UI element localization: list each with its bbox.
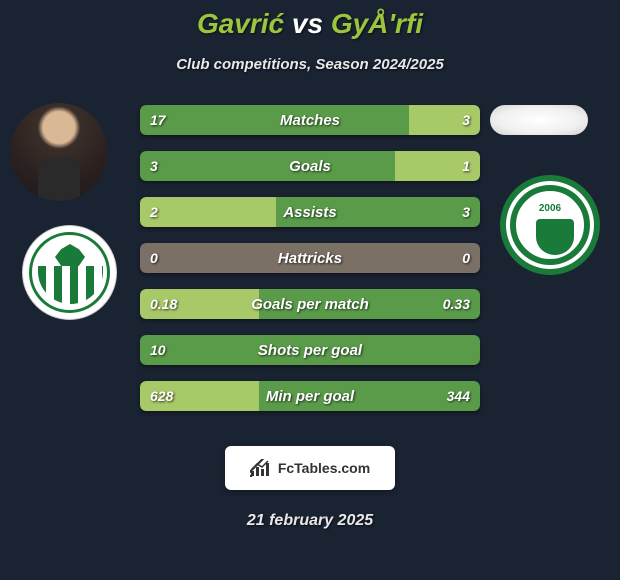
club-badge-year: 2006: [506, 203, 594, 214]
club-badge-shield: [536, 219, 574, 255]
stat-row: 173Matches: [140, 105, 480, 135]
stat-label: Goals per match: [140, 289, 480, 319]
stat-label: Hattricks: [140, 243, 480, 273]
stat-bars-container: 173Matches 31Goals 23Assists 00Hattricks 0.1…: [140, 105, 480, 427]
player2-name: GyÅ'rfi: [331, 8, 423, 39]
stat-label: Matches: [140, 105, 480, 135]
comparison-content: 2006 173Matches 31Goals 23Assists 00Hattric…: [0, 103, 620, 443]
stat-row: 10Shots per goal: [140, 335, 480, 365]
stat-label: Shots per goal: [140, 335, 480, 365]
player1-avatar: [10, 103, 108, 201]
player2-avatar: [490, 105, 588, 135]
stat-label: Goals: [140, 151, 480, 181]
footer-date: 21 february 2025: [0, 512, 620, 530]
brand-badge: FcTables.com: [225, 446, 395, 490]
stat-row: 628344Min per goal: [140, 381, 480, 411]
stat-label: Min per goal: [140, 381, 480, 411]
subtitle: Club competitions, Season 2024/2025: [0, 56, 620, 73]
player1-name: Gavrić: [197, 8, 284, 39]
stat-row: 31Goals: [140, 151, 480, 181]
stat-row: 00Hattricks: [140, 243, 480, 273]
stat-label: Assists: [140, 197, 480, 227]
brand-chart-icon: [250, 459, 272, 477]
player1-club-badge: [22, 225, 117, 320]
brand-text: FcTables.com: [278, 460, 370, 476]
stat-row: 0.180.33Goals per match: [140, 289, 480, 319]
stat-row: 23Assists: [140, 197, 480, 227]
player2-club-badge: 2006: [500, 175, 600, 275]
comparison-title: Gavrić vs GyÅ'rfi: [0, 0, 620, 40]
vs-text: vs: [292, 8, 323, 39]
